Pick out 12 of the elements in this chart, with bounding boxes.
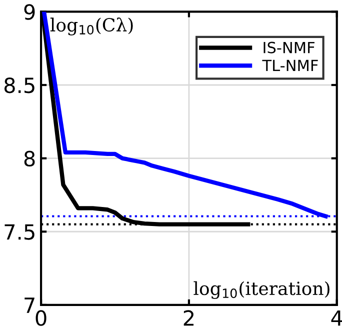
legend-label: TL-NMF [262,60,318,71]
y-tick-label: 8.5 [4,77,34,94]
y-tick-label: 7.5 [4,224,34,240]
legend-label: IS-NMF [264,42,314,54]
y-tick-label: 8 [24,150,35,167]
y-tick-label: 7 [24,298,34,313]
y-tick-label: 9 [24,4,35,20]
x-tick-label: 0 [36,310,46,326]
x-tick-label: 2 [184,310,194,326]
x-tick-label: 4 [331,310,342,326]
x-axis-title: log$_{10}$(iteration) [194,281,330,299]
y-axis-title: log$_{10}$(Cλ) [50,18,133,36]
